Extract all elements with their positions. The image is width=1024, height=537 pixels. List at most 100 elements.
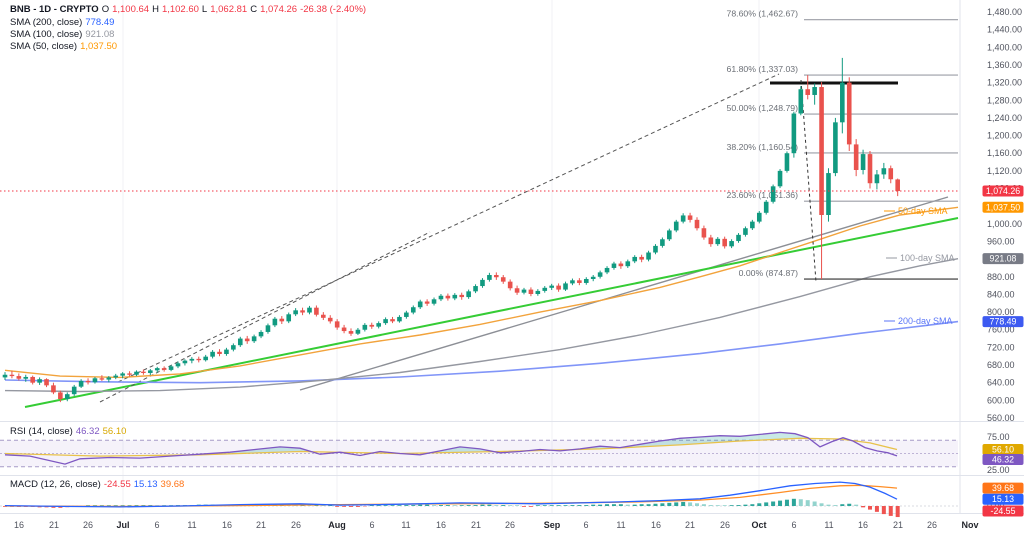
sma100-legend[interactable]: SMA (100, close) 921.08 <box>10 29 117 40</box>
symbol-legend[interactable]: BNB - 1D - CRYPTO O 1,100.64 H 1,102.60 L 1,06… <box>10 4 369 15</box>
macd-hist-bar <box>113 505 118 506</box>
candle-body <box>625 261 631 267</box>
macd-hist-value: -24.55 <box>103 479 131 490</box>
rsi-line <box>4 431 898 465</box>
candle-body <box>507 281 513 289</box>
axis-badge <box>982 453 1024 465</box>
candle-body <box>327 317 333 322</box>
candle-body <box>362 324 368 330</box>
price-tick: 720.00 <box>987 342 1015 352</box>
candle-body <box>590 276 596 279</box>
candle-body <box>404 312 409 317</box>
candle-body <box>168 366 174 370</box>
candle-body <box>770 186 776 202</box>
price-tick: 1,000.00 <box>987 219 1022 229</box>
macd-line-value: 15.13 <box>133 479 158 490</box>
candle-body <box>777 170 783 187</box>
price-tick: 760.00 <box>987 325 1015 335</box>
macd-hist-bar <box>535 505 540 506</box>
sma200-value: 778.49 <box>85 16 115 28</box>
macd-pane <box>0 481 958 518</box>
price-tick: 1,240.00 <box>987 113 1022 123</box>
macd-hist-bar <box>840 504 845 506</box>
macd-hist-bar <box>598 504 603 506</box>
time-tick: 21 <box>256 520 266 530</box>
price-tick: 1,480.00 <box>987 7 1022 17</box>
time-axis[interactable]: 16 21 26 Jul 6 11 16 21 26 Aug 6 11 16 21 26 Sep 6 11 16 21… <box>14 520 979 530</box>
macd-hist-bar <box>528 506 533 507</box>
symbol-title: BNB - 1D - CRYPTO <box>10 4 99 15</box>
sma200-legend[interactable]: SMA (200, close) 778.49 <box>10 17 117 28</box>
dashed-trendline <box>117 73 780 383</box>
candle-body <box>203 356 208 361</box>
macd-hist-bar <box>411 505 416 506</box>
time-tick: 16 <box>858 520 868 530</box>
candle-body <box>134 371 139 375</box>
candle-body <box>736 234 741 242</box>
macd-hist-bar <box>522 506 526 507</box>
price-axis[interactable]: 560.00 600.00 640.00 680.00 720.00 760.00 800.… <box>982 7 1024 517</box>
macd-hist-bar <box>487 504 492 506</box>
candle-body <box>37 379 42 383</box>
candle-body <box>445 295 451 299</box>
candle-body <box>251 336 257 342</box>
fib-label: 78.60% (1,462.67) <box>727 9 799 19</box>
macd-hist-bar <box>307 505 312 506</box>
macd-hist-bar <box>743 504 748 506</box>
close-value: 1,074.26 <box>260 4 298 15</box>
macd-hist-bar <box>688 502 693 506</box>
macd-hist-bar <box>729 505 734 506</box>
macd-hist-bar <box>86 505 91 506</box>
macd-hist-bar <box>861 506 866 508</box>
macd-hist-bar <box>764 502 769 506</box>
macd-hist-bar <box>874 506 879 512</box>
candle-body <box>23 376 29 379</box>
time-tick: Jul <box>116 520 129 530</box>
sma50-legend[interactable]: SMA (50, close) 1,037.50 <box>10 41 120 52</box>
macd-hist-bar <box>632 504 637 506</box>
candle-body <box>148 370 153 373</box>
axis-badge-value: 56.10 <box>992 444 1014 454</box>
rsi-legend[interactable]: RSI (14, close) 46.32 56.10 <box>10 426 129 437</box>
axis-badge-value: 15.13 <box>992 494 1014 504</box>
macd-hist-bar <box>584 505 589 506</box>
candle-body <box>639 256 644 260</box>
candle-body <box>390 319 395 322</box>
time-tick: 26 <box>720 520 730 530</box>
macd-hist-bar <box>432 505 437 506</box>
candle-body <box>473 286 478 292</box>
axis-badge <box>982 201 1024 213</box>
close-label: C <box>250 4 258 15</box>
macd-hist-bar <box>397 505 402 506</box>
candle-body <box>224 349 229 355</box>
price-tick: 1,120.00 <box>987 166 1022 176</box>
macd-hist-bar <box>404 505 409 506</box>
macd-hist-bar <box>480 504 485 506</box>
price-tick: 640.00 <box>987 378 1015 388</box>
rsi-label: RSI (14, close) <box>10 426 73 437</box>
candle-body <box>376 323 381 327</box>
macd-hist-bar <box>778 500 783 506</box>
macd-hist-bar <box>438 505 443 506</box>
rsi-fill <box>573 432 809 450</box>
macd-line <box>4 481 898 508</box>
candle-body <box>307 307 312 313</box>
candle-body <box>667 230 672 240</box>
candle-body <box>106 377 112 380</box>
candle-body <box>833 122 838 174</box>
macd-legend[interactable]: MACD (12, 26, close) -24.55 15.13 39.68 <box>10 479 187 490</box>
candle-body <box>85 380 91 383</box>
axis-badge-value: 1,037.50 <box>986 202 1020 212</box>
macd-hist-bar <box>92 505 97 506</box>
macd-hist-bar <box>681 501 686 506</box>
macd-hist-bar <box>695 503 699 506</box>
candle-body <box>64 394 70 400</box>
candle-body <box>798 89 804 114</box>
macd-hist-bar <box>653 503 658 506</box>
candle-body <box>272 318 278 326</box>
sma50-value: 1,037.50 <box>80 40 118 52</box>
candle-body <box>417 301 423 308</box>
macd-hist-bar <box>459 505 464 506</box>
main-pane: 78.60% (1,462.67) 61.80% (1,337.03) 50.00%… <box>0 9 959 408</box>
